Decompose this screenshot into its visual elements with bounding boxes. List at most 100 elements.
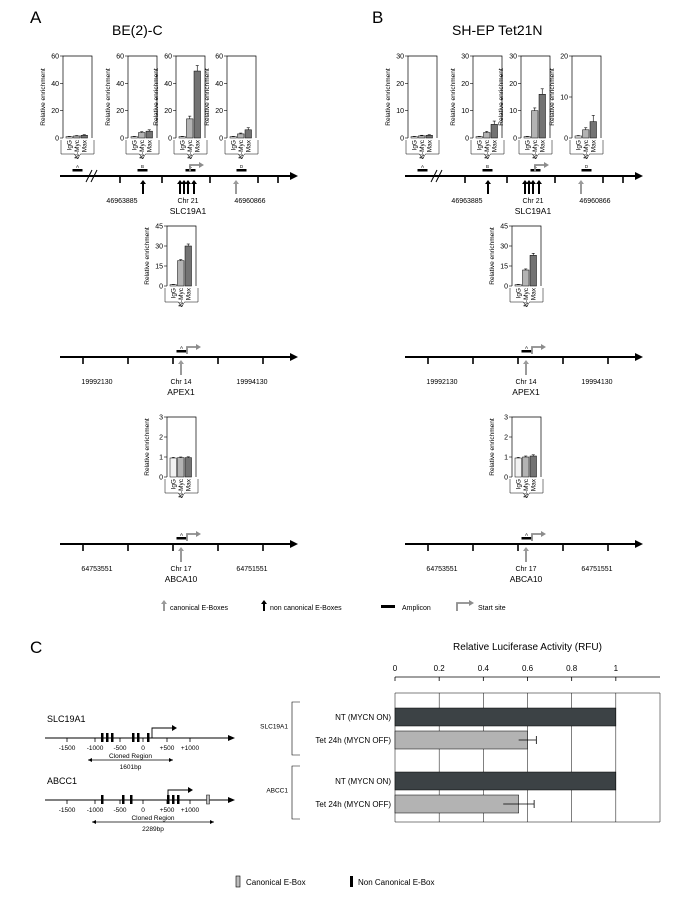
amplicon-bar xyxy=(176,537,187,540)
chip-chart-A-SLC19A1-D: 0 20 40 60 Relative enrichment IgG N-Myc Max xyxy=(204,54,259,160)
chart-bracket xyxy=(164,288,199,308)
y-tick-label: 45 xyxy=(155,224,163,231)
y-tick-label: 10 xyxy=(461,108,469,115)
y-tick-label: 10 xyxy=(396,108,404,115)
bar-max xyxy=(193,70,201,139)
category-label: NT (MYCN ON) xyxy=(335,777,391,786)
y-tick-label: 60 xyxy=(215,54,223,61)
chart-frame xyxy=(166,225,197,286)
start-site-apex1 xyxy=(531,346,542,354)
y-tick-label: 0 xyxy=(465,136,469,143)
bar-igg xyxy=(169,457,177,478)
y-tick-label: 15 xyxy=(500,264,508,271)
chart-frame xyxy=(226,55,257,138)
category-label-max: Max xyxy=(245,139,252,152)
bar-nt-mycn-on xyxy=(394,771,617,791)
category-label-igg: IgG xyxy=(524,140,531,150)
cloned-region-right xyxy=(210,820,214,824)
panel-letter-c: C xyxy=(30,638,43,657)
amplicon-bar xyxy=(482,169,493,172)
chromosome-apex1-B-arrowhead xyxy=(635,353,643,361)
start-site-slc19a1-head xyxy=(544,162,549,168)
legend-noncanonical-box-swatch xyxy=(350,876,353,887)
axis-break xyxy=(430,169,438,183)
gene-label: SLC19A1 xyxy=(170,206,207,216)
y-tick-label: 20 xyxy=(51,108,59,115)
y-tick-label: 40 xyxy=(164,81,172,88)
chromosome-label: Chr 17 xyxy=(170,566,191,573)
y-tick-label: 3 xyxy=(504,415,508,422)
bar-igg xyxy=(523,136,531,139)
bar-n-myc xyxy=(522,456,530,478)
noncanonical-ebox-mark xyxy=(111,733,114,742)
amplicon-letter: A xyxy=(180,345,183,350)
chromosome-slc19a1-B-arrowhead xyxy=(635,172,643,180)
category-label-n-myc: N-Myc xyxy=(419,139,426,159)
y-tick-label: 0 xyxy=(120,136,124,143)
y-tick-label: 20 xyxy=(164,108,172,115)
start-site-abca10-head xyxy=(541,531,546,537)
amplicon-letter: B xyxy=(486,164,489,169)
noncanonical-ebox-arrow-head xyxy=(185,180,191,184)
category-label-max: Max xyxy=(426,139,433,152)
gene-axis-head xyxy=(228,797,235,803)
y-tick-label: 0 xyxy=(513,136,517,143)
noncanonical-ebox-mark xyxy=(101,795,104,804)
chart-bracket xyxy=(164,479,199,499)
category-label-max: Max xyxy=(590,139,597,152)
chip-chart-A-SLC19A1-B: 0 20 40 60 Relative enrichment IgG N-Myc Max xyxy=(105,54,160,160)
panel-letter-b: B xyxy=(372,8,384,27)
cloned-region-left xyxy=(88,758,92,762)
amplicon-letter: A xyxy=(525,532,528,537)
category-label-max: Max xyxy=(185,287,192,300)
start-site-abca10 xyxy=(531,533,542,541)
axis-break xyxy=(90,169,98,183)
chromosome-abca10-B-arrowhead xyxy=(635,540,643,548)
legend-noncanonical-arrow-head xyxy=(261,600,267,604)
bar-igg xyxy=(65,136,73,139)
bar-n-myc xyxy=(582,129,590,139)
bar-max xyxy=(425,135,433,139)
legend-start-symbol-head xyxy=(469,600,474,606)
category-label-igg: IgG xyxy=(515,479,522,489)
gene-label: APEX1 xyxy=(167,387,195,397)
group-label-slc19a1: SLC19A1 xyxy=(260,724,288,731)
category-label-n-myc: N-Myc xyxy=(583,139,590,159)
chromosome-label: Chr 14 xyxy=(515,379,536,386)
canonical-ebox-arrow-head xyxy=(178,547,184,551)
category-label-max: Max xyxy=(530,287,537,300)
bar-n-myc xyxy=(186,118,194,139)
chart-frame xyxy=(62,55,93,138)
chip-chart-B-APEX1-A: 0 15 30 45 Relative enrichment IgG N-Myc Max xyxy=(489,224,544,308)
y-tick-label: 60 xyxy=(164,54,172,61)
start-site-apex1 xyxy=(186,346,197,354)
y-tick-label: 0 xyxy=(219,136,223,143)
legend-start-label: Start site xyxy=(478,605,506,612)
chart-frame xyxy=(166,416,197,477)
y-tick-label: 1 xyxy=(504,455,508,462)
gene-label: ABCA10 xyxy=(165,574,198,584)
bar-igg xyxy=(169,284,177,287)
category-label: Tet 24h (MYCN OFF) xyxy=(315,800,391,809)
chip-chart-B-SLC19A1-C: 0 10 20 30 Relative enrichment IgG N-Myc Max xyxy=(498,54,553,160)
coordinate-right: 19994130 xyxy=(581,379,612,386)
y-axis-label: Relative enrichment xyxy=(40,68,47,126)
amplicon-bar xyxy=(581,169,592,172)
category-label: Tet 24h (MYCN OFF) xyxy=(315,736,391,745)
category-label-n-myc: N-Myc xyxy=(238,139,245,159)
chart-bracket xyxy=(173,140,208,160)
amplicon-letter: A xyxy=(525,345,528,350)
panel-letter-a: A xyxy=(30,8,42,27)
bar-max xyxy=(490,124,498,139)
legend-amplicon-label: Amplicon xyxy=(402,605,431,612)
chip-chart-B-ABCA10-A: 0 1 2 3 Relative enrichment IgG N-Myc Max xyxy=(489,415,544,499)
bar-igg xyxy=(130,136,138,139)
amplicon-bar xyxy=(521,350,532,353)
y-tick-label: 1 xyxy=(159,455,163,462)
y-tick-label: 30 xyxy=(500,244,508,251)
noncanonical-ebox-arrow-head xyxy=(191,180,197,184)
y-tick-label: 30 xyxy=(155,244,163,251)
y-tick-label: 20 xyxy=(116,108,124,115)
bar-n-myc xyxy=(177,260,185,287)
bar-tet-mycn-off xyxy=(394,730,528,750)
